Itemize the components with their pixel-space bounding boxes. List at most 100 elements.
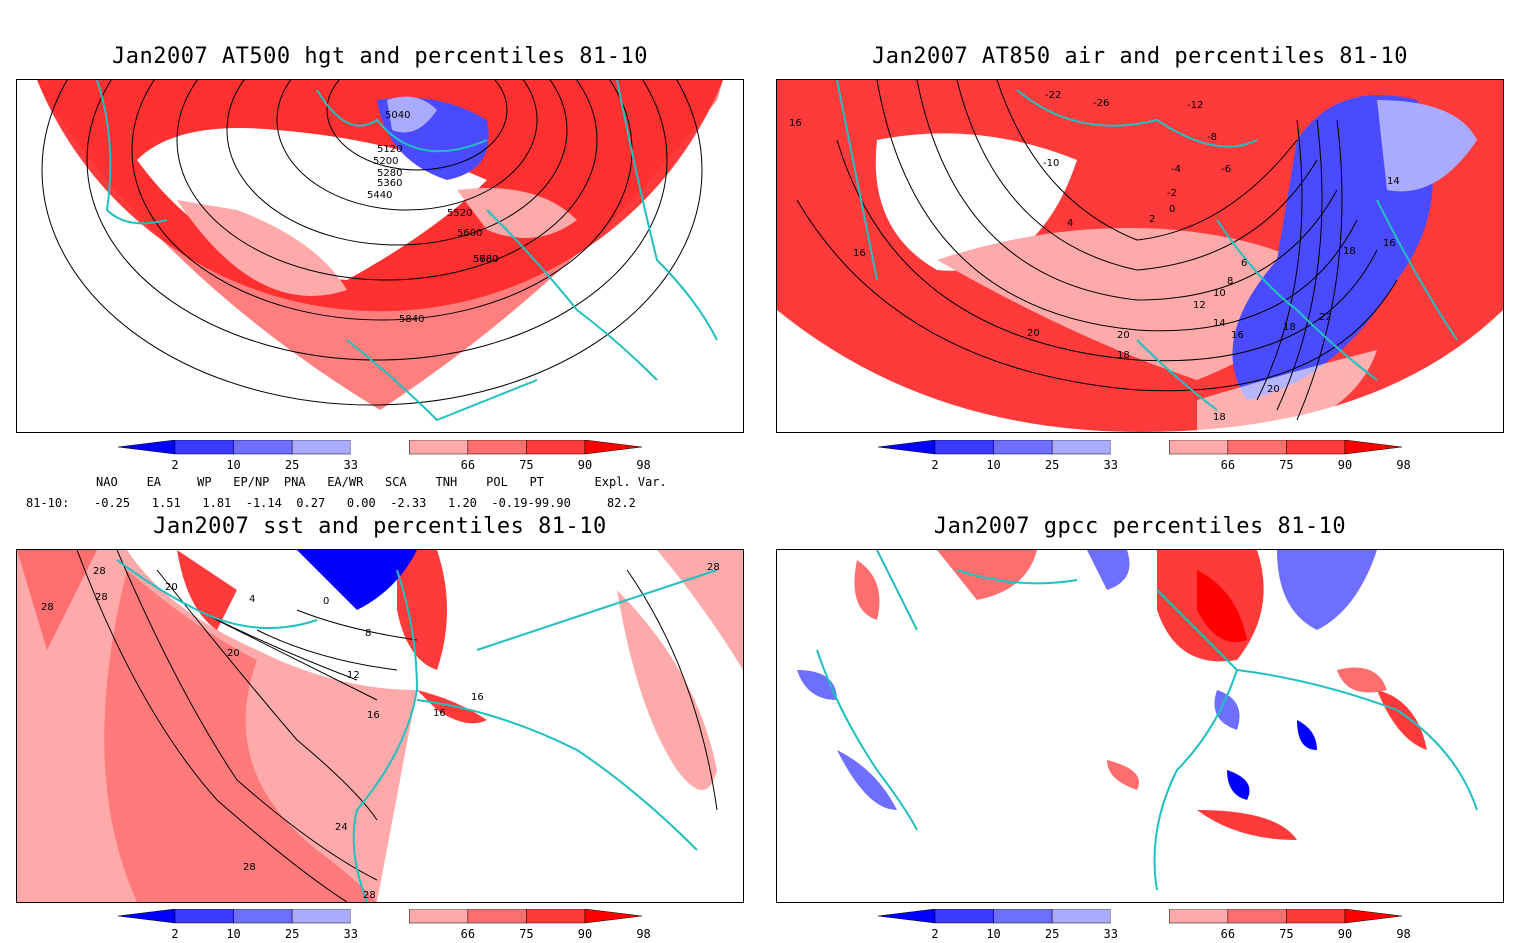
- colorbar-tick-label: 25: [284, 458, 300, 472]
- indices-values: -0.25 1.51 1.81 -1.14 0.27 0.00 -2.33 1.…: [94, 496, 636, 510]
- contour-label: 5200: [373, 156, 398, 167]
- colorbar-segment: [350, 909, 410, 923]
- colorbar-tick-label: 90: [1337, 458, 1353, 472]
- contour-label: 16: [853, 248, 866, 259]
- colorbar-segment: [291, 908, 351, 924]
- contour-label: 18: [1283, 322, 1296, 333]
- colorbar-tick-label: 25: [1044, 927, 1060, 941]
- contour-label: 18: [1343, 246, 1356, 257]
- colorbar-segment: [993, 439, 1053, 455]
- colorbar-tick-label: 66: [460, 458, 476, 472]
- contour-label: 28: [41, 602, 54, 613]
- colorbar-segment: [934, 908, 994, 924]
- colorbar-segment: [467, 908, 527, 924]
- contour-label: 5840: [399, 314, 424, 325]
- contour-label: 0: [323, 596, 329, 607]
- coastlines: [96, 80, 718, 422]
- colorbar-segment: [934, 439, 994, 455]
- panel-title-gpcc: Jan2007 gpcc percentiles 81-10: [933, 514, 1347, 539]
- colorbar-segment: [1169, 439, 1229, 455]
- colorbar-segment: [1286, 439, 1346, 455]
- colorbar-tick-label: 75: [519, 458, 534, 472]
- colorbar-arrow-high: [584, 908, 643, 924]
- contour-label: 20: [165, 582, 178, 593]
- colorbar-segment: [1110, 440, 1170, 454]
- colorbar-segment: [409, 908, 469, 924]
- contour-label: -10: [1043, 158, 1059, 169]
- map-hgt500: 5040 5120 5200 5280 5360 5440 5520 5600 …: [16, 79, 744, 433]
- colorbar-segment: [1110, 909, 1170, 923]
- contour-label: 20: [1027, 328, 1040, 339]
- colorbar-arrow-high: [584, 439, 643, 455]
- colorbar-tick-label: 90: [577, 927, 593, 941]
- colorbar-tick-label: 33: [343, 458, 358, 472]
- colorbar-tick-label: 33: [1103, 458, 1118, 472]
- coastlines: [836, 80, 1458, 411]
- colorbar-bottom-right: 2 10 25 33 66 75 90 98: [877, 908, 1411, 943]
- indices-headers: NAO EA WP EP/NP PNA EA/WR SCA TNH POL PT…: [96, 475, 667, 489]
- colorbar-arrow-low: [877, 439, 936, 455]
- colorbar-segment: [233, 439, 293, 455]
- colorbar-arrow-high: [1344, 439, 1403, 455]
- colorbar-arrow-low: [117, 439, 176, 455]
- contour-label: 5280: [377, 168, 402, 179]
- contour-label: 5440: [367, 190, 392, 201]
- contour-label: 12: [347, 670, 360, 681]
- contour-label: 18: [1213, 412, 1226, 423]
- colorbar-top-left: 2 10 25 33 66 75 90 98: [117, 439, 651, 474]
- colorbar-tick-label: 75: [519, 927, 534, 941]
- colorbar-tick-label: 25: [1044, 458, 1060, 472]
- colorbar-segment: [993, 908, 1053, 924]
- contour-label: -6: [1221, 164, 1231, 175]
- contour-label: 8: [1227, 276, 1233, 287]
- contour-label: 14: [1387, 176, 1400, 187]
- contour-label: 4: [1067, 218, 1073, 229]
- contour-labels: 5040 5120 5200 5280 5360 5440 5520 5600 …: [367, 110, 498, 325]
- contour-label: -22: [1045, 90, 1061, 101]
- colorbar-arrow-low: [877, 908, 936, 924]
- contour-label: 5360: [377, 178, 402, 189]
- colorbar-top-right: 2 10 25 33 66 75 90 98: [877, 439, 1411, 474]
- colorbar-tick-label: 25: [284, 927, 300, 941]
- colorbar-segment: [174, 908, 234, 924]
- contour-label: 2: [1149, 214, 1155, 225]
- contour-label: 22: [1319, 312, 1332, 323]
- colorbar-tick-label: 10: [226, 927, 241, 941]
- colorbar-arrow-low: [117, 908, 176, 924]
- colorbar-tick-label: 98: [1396, 927, 1411, 941]
- colorbar-tick-label: 10: [226, 458, 241, 472]
- colorbar-segment: [350, 440, 410, 454]
- precip-anomaly-patches: [797, 550, 1427, 840]
- colorbar-segment: [467, 439, 527, 455]
- contour-label: 4: [249, 594, 255, 605]
- contour-label: 5520: [447, 208, 472, 219]
- sst-contours: [76, 550, 718, 902]
- colorbar-segment: [409, 439, 469, 455]
- contour-label: 12: [1193, 300, 1206, 311]
- colorbar-tick-label: 10: [986, 458, 1001, 472]
- colorbar-segment: [1227, 439, 1287, 455]
- contour-label: 5600: [457, 228, 482, 239]
- contour-label: 16: [471, 692, 484, 703]
- colorbar-tick-label: 66: [1220, 927, 1236, 941]
- colorbar-tick-label: 75: [1279, 458, 1294, 472]
- contour-label: 5680: [473, 254, 498, 265]
- colorbar-tick-label: 66: [460, 927, 476, 941]
- colorbar-segment: [1227, 908, 1287, 924]
- colorbar-tick-label: 75: [1279, 927, 1294, 941]
- contour-label: 28: [363, 890, 376, 901]
- contour-label: 0: [1169, 204, 1175, 215]
- contour-label: 10: [1213, 288, 1226, 299]
- contour-labels: 28 28 28 20 4 0 8 12 16 20 16 16 24 28 2…: [41, 562, 720, 901]
- map-air850: 16 -22 -26 -12 -10 -8 -6 -4 -2 0 2 4 6 8…: [776, 79, 1504, 433]
- colorbar-tick-label: 2: [171, 927, 179, 941]
- contour-label: 24: [335, 822, 348, 833]
- colorbar-segment: [1051, 908, 1111, 924]
- panel-title-sst: Jan2007 sst and percentiles 81-10: [153, 514, 607, 539]
- colorbar-tick-label: 90: [1337, 927, 1353, 941]
- contour-label: 28: [243, 862, 256, 873]
- contour-label: 6: [1241, 258, 1247, 269]
- colorbar-tick-label: 33: [343, 927, 358, 941]
- colorbar-segment: [174, 439, 234, 455]
- panel-title-hgt500: Jan2007 AT500 hgt and percentiles 81-10: [111, 44, 649, 69]
